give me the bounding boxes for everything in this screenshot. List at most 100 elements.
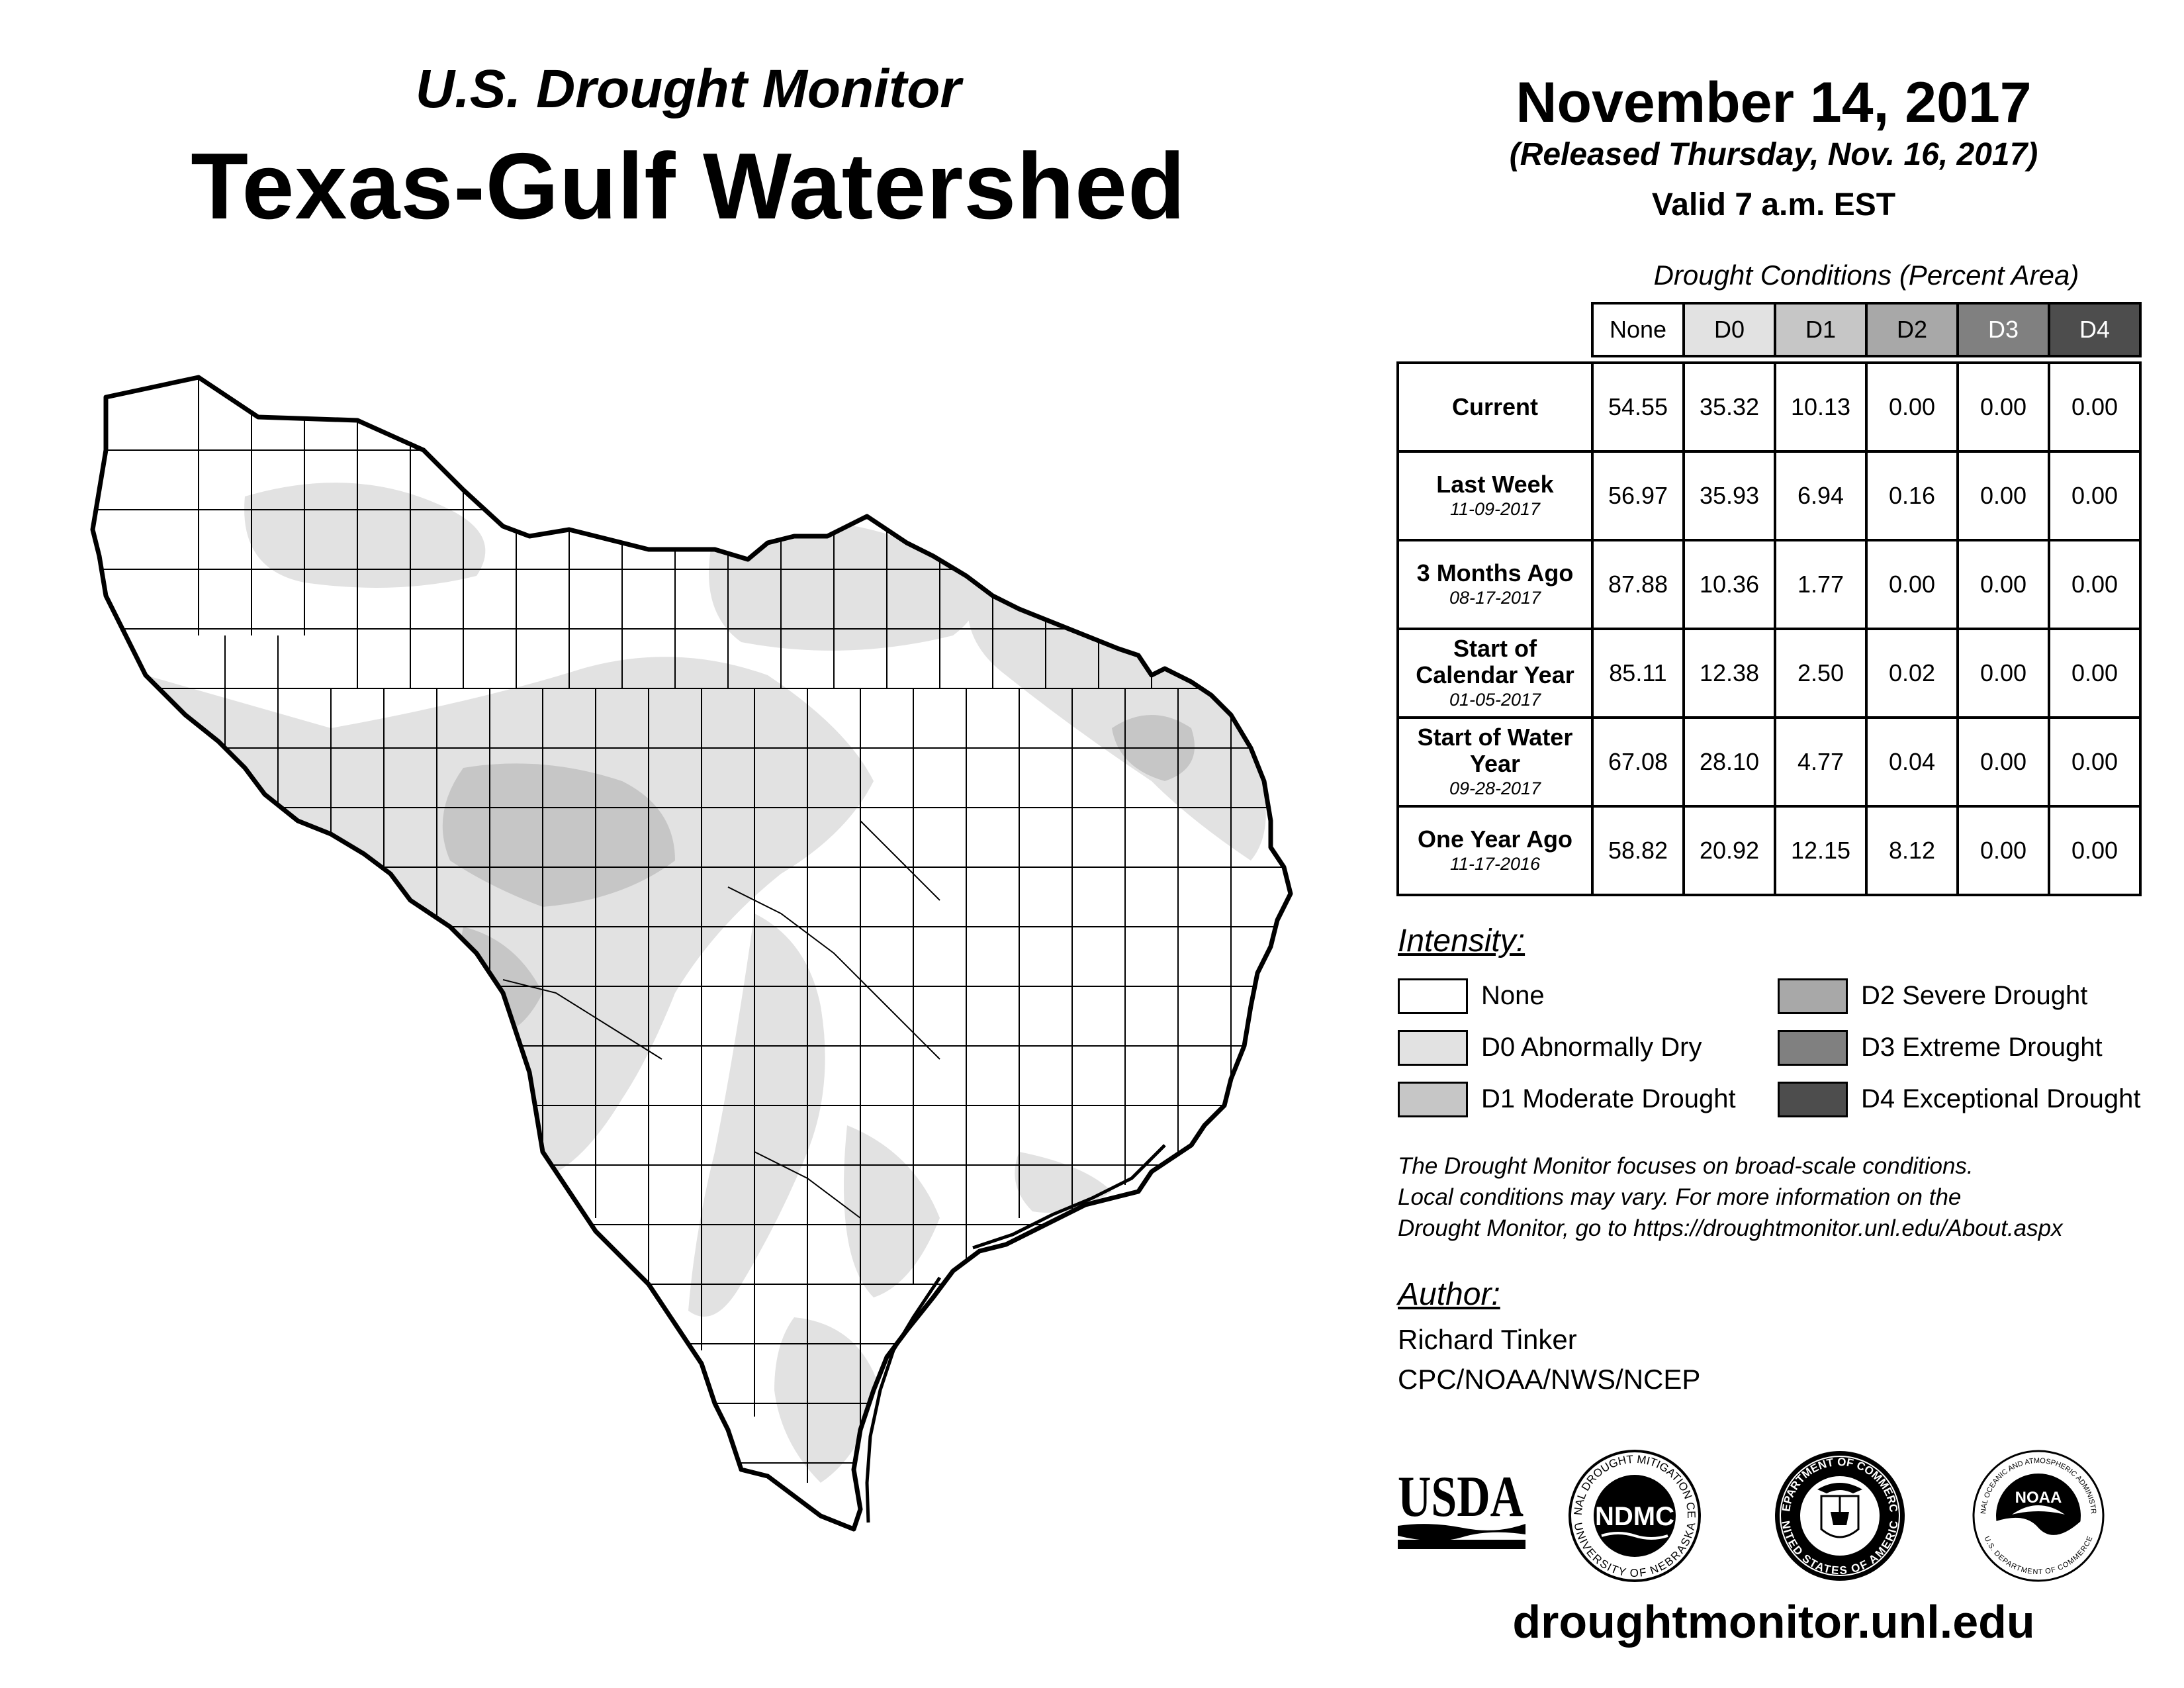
legend-swatch-d1	[1398, 1082, 1468, 1117]
map-land	[93, 377, 1291, 1529]
row-label-text: Start of Water Year	[1417, 724, 1573, 777]
table-row-current: Current 54.55 35.32 10.13 0.00 0.00 0.00	[1396, 361, 2142, 453]
table-cell: 6.94	[1774, 450, 1868, 541]
table-cell: 0.00	[1956, 628, 2050, 719]
column-header-d0: D0	[1682, 302, 1776, 357]
row-label: 3 Months Ago 08-17-2017	[1396, 539, 1594, 630]
table-cell: 28.10	[1682, 716, 1776, 808]
author-name: Richard Tinker	[1398, 1324, 1577, 1355]
disclaimer-note: The Drought Monitor focuses on broad-sca…	[1398, 1150, 2179, 1244]
table-cell: 35.93	[1682, 450, 1776, 541]
column-header-d3: D3	[1956, 302, 2050, 357]
watershed-boundary	[90, 375, 1293, 1532]
ndmc-logo-text: NDMC	[1595, 1502, 1674, 1531]
legend-title: Intensity:	[1398, 923, 1525, 959]
table-cell: 87.88	[1591, 539, 1685, 630]
website-url: droughtmonitor.unl.edu	[1512, 1596, 2035, 1648]
table-row-last-week: Last Week 11-09-2017 56.97 35.93 6.94 0.1…	[1396, 450, 2142, 541]
coastal-barrier-islands	[865, 1144, 1166, 1523]
legend-swatch-d2	[1778, 978, 1848, 1014]
d0-abnormally-dry-areas	[146, 483, 1266, 1483]
agency-logos: USDA NATIONAL DROUGHT MITIGATION CENTER …	[1398, 1450, 2105, 1582]
legend-label-d3: D3 Extreme Drought	[1861, 1033, 2103, 1062]
note-line: Local conditions may vary. For more info…	[1398, 1184, 1962, 1210]
table-cell: 2.50	[1774, 628, 1868, 719]
row-label-text: Last Week	[1436, 471, 1554, 498]
legend-swatch-d4	[1778, 1082, 1848, 1117]
usda-logo: USDA	[1398, 1465, 1525, 1549]
table-cell: 4.77	[1774, 716, 1868, 808]
table-corner	[1398, 303, 1592, 356]
row-label-text: Current	[1451, 393, 1538, 420]
table-cell: 0.16	[1865, 450, 1959, 541]
map-title: Texas-Gulf Watershed	[191, 134, 1186, 239]
table-cell: 0.02	[1865, 628, 1959, 719]
table-header-row: None D0 D1 D2 D3 D4	[1398, 302, 2142, 357]
table-row-one-year-ago: One Year Ago 11-17-2016 58.82 20.92 12.15…	[1396, 805, 2142, 896]
legend-swatch-d0	[1398, 1030, 1468, 1066]
table-row-start-of-water-year: Start of Water Year 09-28-2017 67.08 28.1…	[1396, 716, 2142, 808]
table-cell: 85.11	[1591, 628, 1685, 719]
drought-conditions-table: None D0 D1 D2 D3 D4 Current 54.55 35.32 …	[1396, 302, 2142, 896]
table-cell: 0.00	[1956, 805, 2050, 896]
row-date: 08-17-2017	[1449, 588, 1541, 608]
row-label-text: 3 Months Ago	[1416, 559, 1574, 586]
legend-label-d2: D2 Severe Drought	[1861, 981, 2088, 1010]
watershed-map	[90, 375, 1293, 1532]
column-header-none: None	[1591, 302, 1685, 357]
usda-logo-text: USDA	[1398, 1465, 1524, 1529]
table-cell: 0.00	[1865, 539, 1959, 630]
legend-swatch-d3	[1778, 1030, 1848, 1066]
table-cell: 8.12	[1865, 805, 1959, 896]
table-cell: 0.00	[2048, 450, 2142, 541]
table-caption: Drought Conditions (Percent Area)	[1653, 259, 2079, 291]
column-header-d2: D2	[1865, 302, 1959, 357]
row-label: Current	[1396, 361, 1594, 453]
row-label: Start of Water Year 09-28-2017	[1396, 716, 1594, 808]
commerce-seal: DEPARTMENT OF COMMERCE UNITED STATES OF …	[1775, 1451, 1905, 1581]
note-line: The Drought Monitor focuses on broad-sca…	[1398, 1153, 1974, 1179]
row-label-text: One Year Ago	[1417, 825, 1573, 853]
legend-label-d0: D0 Abnormally Dry	[1481, 1033, 1702, 1062]
legend-label-none: None	[1481, 981, 1545, 1010]
table-cell: 0.04	[1865, 716, 1959, 808]
table-cell: 54.55	[1591, 361, 1685, 453]
table-cell: 0.00	[2048, 628, 2142, 719]
row-date: 11-17-2016	[1449, 854, 1541, 874]
table-row-start-of-calendar-year: Start of Calendar Year 01-05-2017 85.11 1…	[1396, 628, 2142, 719]
author-organization: CPC/NOAA/NWS/NCEP	[1398, 1364, 1701, 1395]
row-date: 01-05-2017	[1449, 690, 1541, 710]
map-subtitle: U.S. Drought Monitor	[415, 59, 962, 119]
row-label: Start of Calendar Year 01-05-2017	[1396, 628, 1594, 719]
ndmc-logo: NATIONAL DROUGHT MITIGATION CENTER UNIVE…	[1569, 1450, 1701, 1582]
noaa-logo-text: NOAA	[2015, 1489, 2062, 1507]
table-cell: 12.38	[1682, 628, 1776, 719]
table-cell: 0.00	[1956, 361, 2050, 453]
table-row-3-months-ago: 3 Months Ago 08-17-2017 87.88 10.36 1.77 …	[1396, 539, 2142, 630]
legend-swatch-none	[1398, 978, 1468, 1014]
table-cell: 58.82	[1591, 805, 1685, 896]
column-header-d4: D4	[2048, 302, 2142, 357]
row-date: 09-28-2017	[1449, 778, 1541, 798]
column-header-d1: D1	[1774, 302, 1868, 357]
table-cell: 12.15	[1774, 805, 1868, 896]
row-label: One Year Ago 11-17-2016	[1396, 805, 1594, 896]
release-date: (Released Thursday, Nov. 16, 2017)	[1509, 137, 2038, 172]
row-label: Last Week 11-09-2017	[1396, 450, 1594, 541]
table-cell: 56.97	[1591, 450, 1685, 541]
legend-label-d1: D1 Moderate Drought	[1481, 1084, 1736, 1113]
table-cell: 35.32	[1682, 361, 1776, 453]
valid-time: Valid 7 a.m. EST	[1651, 187, 1896, 222]
table-cell: 20.92	[1682, 805, 1776, 896]
table-cell: 0.00	[1956, 450, 2050, 541]
table-cell: 67.08	[1591, 716, 1685, 808]
table-cell: 0.00	[1956, 539, 2050, 630]
table-cell: 0.00	[2048, 805, 2142, 896]
valid-date: November 14, 2017	[1516, 71, 2032, 134]
table-cell: 10.13	[1774, 361, 1868, 453]
table-cell: 0.00	[2048, 716, 2142, 808]
row-date: 11-09-2017	[1449, 499, 1541, 519]
table-cell: 0.00	[2048, 539, 2142, 630]
row-label-text: Start of Calendar Year	[1416, 635, 1574, 688]
table-cell: 0.00	[1956, 716, 2050, 808]
